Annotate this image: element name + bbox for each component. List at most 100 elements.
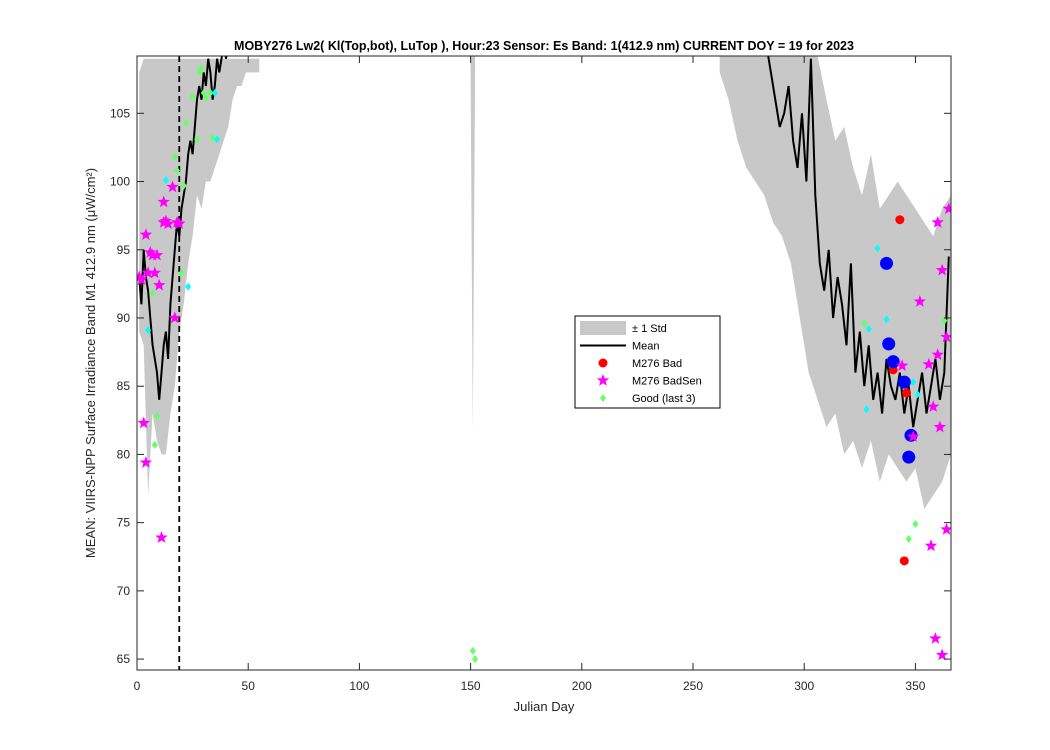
x-tick-label: 350	[905, 679, 925, 693]
badsen-point	[940, 330, 951, 343]
y-tick-label: 90	[117, 311, 131, 325]
good-point	[180, 181, 187, 190]
good-point	[912, 520, 919, 529]
x-tick-label: 200	[572, 679, 592, 693]
badsen-point	[942, 202, 951, 215]
badsen-point	[933, 420, 947, 433]
x-axis-label: Julian Day	[514, 699, 575, 714]
x-tick-label: 250	[683, 679, 703, 693]
legend-label: Good (last 3)	[632, 393, 696, 405]
good-point	[151, 440, 158, 449]
good-point	[171, 152, 178, 161]
badsen-point	[153, 278, 166, 291]
badsen-point	[137, 273, 148, 285]
badsen-point	[141, 266, 155, 279]
good-point	[861, 319, 868, 328]
badsen-point	[162, 217, 175, 230]
good-point	[189, 92, 196, 101]
badsen-point	[907, 430, 920, 442]
y-tick-label: 100	[110, 175, 130, 189]
good-point	[469, 646, 476, 655]
bad-point	[895, 215, 905, 225]
cyan-point	[883, 315, 890, 324]
good-point	[905, 535, 912, 544]
axes: 0 50 100 150 200 250 300 350 65 70 75 80 85 90 95 100 10…	[110, 55, 952, 693]
legend-swatch-good	[600, 394, 606, 402]
cyan-point	[162, 176, 169, 185]
plot-area	[137, 56, 951, 670]
std-band	[470, 56, 476, 434]
good-point	[182, 118, 189, 127]
x-tick-label: 300	[794, 679, 814, 693]
legend-label: M276 BadSen	[632, 376, 702, 388]
good-point	[154, 412, 161, 421]
legend-label: M276 Bad	[632, 358, 682, 370]
y-axis-label: MEAN: VIIRS-NPP Surface Irradiance Band …	[83, 168, 98, 558]
badsen-point	[931, 216, 944, 228]
blue-point	[886, 355, 900, 369]
x-tick-label: 50	[242, 679, 256, 693]
badsen-point	[895, 359, 909, 371]
good-point	[178, 268, 185, 277]
badsen-point	[922, 357, 935, 370]
y-tick-label: 80	[117, 447, 131, 461]
good-point	[194, 135, 201, 144]
good-point	[174, 166, 181, 175]
y-tick-label: 70	[117, 584, 131, 598]
x-tick-label: 150	[461, 679, 481, 693]
badsen-point	[139, 228, 153, 240]
badsen-point	[173, 217, 186, 230]
good-point	[198, 64, 205, 73]
badsen-point	[144, 246, 157, 258]
cyan-point	[910, 378, 917, 387]
good-point	[149, 289, 156, 298]
legend-swatch-std	[580, 321, 626, 335]
cyan-point	[185, 282, 192, 291]
badsen-point	[927, 400, 940, 412]
good-point	[202, 94, 209, 103]
blue-point	[882, 337, 896, 351]
badsen-point	[940, 523, 951, 535]
badsen-point	[157, 216, 170, 228]
std-band	[139, 58, 260, 496]
badsen-point	[935, 648, 949, 661]
badsen-point	[148, 266, 161, 279]
blue-point	[897, 375, 911, 389]
y-tick-label: 65	[117, 652, 131, 666]
good-point	[941, 316, 948, 325]
axes-box	[136, 55, 952, 671]
y-tick-label: 105	[110, 106, 130, 120]
badsen-point	[931, 348, 944, 361]
legend-swatch-badsen	[596, 374, 610, 386]
y-tick-label: 75	[117, 516, 131, 530]
badsen-point	[155, 531, 168, 543]
badsen-point	[929, 632, 942, 644]
legend: ± 1 Std Mean M276 Bad M276 BadSen Good (last…	[574, 315, 721, 409]
badsen-point	[924, 539, 938, 552]
badsen-point	[913, 295, 926, 307]
legend-label: Mean	[632, 341, 660, 353]
good-point	[207, 88, 214, 97]
cyan-point	[214, 135, 221, 144]
legend-label: ± 1 Std	[632, 323, 667, 335]
y-tick-label: 95	[117, 243, 131, 257]
good-point	[209, 133, 216, 142]
badsen-point	[137, 416, 150, 429]
badsen-point	[150, 248, 164, 261]
chart-title: MOBY276 Lw2( Kl(Top,bot), LuTop ), Hour:…	[234, 39, 854, 53]
cyan-point	[914, 390, 921, 399]
blue-point	[902, 450, 916, 464]
badsen-point	[168, 311, 181, 324]
cyan-point	[874, 244, 881, 253]
y-tick-label: 85	[117, 379, 131, 393]
cyan-point	[865, 324, 872, 333]
badsen-point	[139, 456, 153, 468]
badsen-point	[935, 263, 949, 276]
mean-line	[138, 56, 228, 400]
legend-swatch-bad	[598, 358, 608, 368]
x-tick-label: 0	[134, 679, 141, 693]
cyan-point	[863, 405, 870, 414]
blue-point	[880, 256, 894, 270]
badsen-point	[166, 180, 179, 193]
